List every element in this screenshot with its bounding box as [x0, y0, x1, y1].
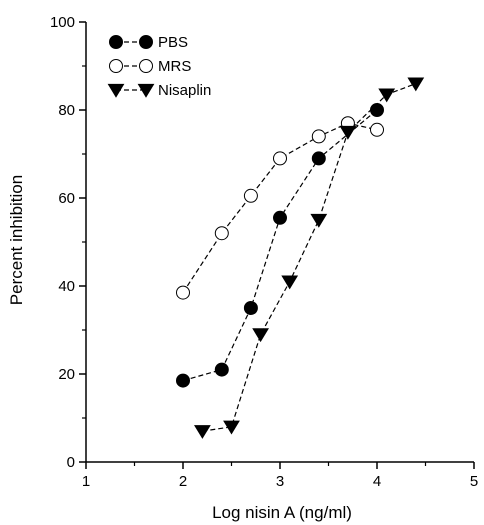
legend-marker	[107, 83, 125, 98]
legend-label-pbs: PBS	[158, 34, 188, 51]
legend-marker	[109, 35, 123, 49]
series-nisaplin	[194, 77, 425, 439]
data-point-pbs	[311, 151, 326, 166]
legend-entry-mrs: MRS	[109, 58, 191, 75]
axes: 1 2 3 4 5 0 20 40 60 80 100	[50, 14, 478, 490]
data-point-nisaplin	[339, 125, 357, 140]
legend-entry-nisaplin: Nisaplin	[107, 82, 211, 99]
data-point-pbs	[273, 210, 287, 225]
series-line-mrs	[182, 122, 378, 293]
legend-label-nisaplin: Nisaplin	[158, 82, 211, 99]
x-tick-label: 3	[276, 473, 284, 490]
series-line-pbs	[182, 109, 378, 382]
series-layer	[176, 77, 425, 439]
data-point-nisaplin	[223, 420, 240, 435]
y-tick-label: 0	[67, 454, 75, 471]
legend-marker	[137, 83, 155, 98]
y-axis-label: Percent inhibition	[7, 175, 26, 305]
data-point-nisaplin	[310, 213, 328, 228]
legend-marker	[139, 59, 153, 73]
legend-label-mrs: MRS	[158, 58, 191, 75]
data-point-mrs	[273, 151, 287, 166]
y-tick-label: 60	[58, 190, 75, 207]
y-tick-label: 100	[50, 14, 75, 31]
legend-marker	[109, 59, 123, 73]
data-point-pbs	[243, 301, 258, 315]
y-tick-label: 20	[58, 366, 75, 383]
data-point-mrs	[243, 188, 258, 203]
data-point-nisaplin	[194, 425, 211, 439]
data-point-nisaplin	[252, 328, 269, 343]
data-point-pbs	[214, 362, 229, 377]
legend: PBS MRS Nisaplin	[107, 34, 211, 99]
series-mrs	[176, 116, 384, 300]
data-point-mrs	[214, 226, 229, 241]
y-tick-label: 80	[58, 102, 75, 119]
data-point-nisaplin	[378, 88, 396, 103]
series-pbs	[176, 103, 384, 388]
data-point-pbs	[370, 103, 384, 117]
data-point-mrs	[311, 129, 326, 144]
data-point-mrs	[176, 285, 190, 300]
legend-entry-pbs: PBS	[109, 34, 188, 51]
series-line-nisaplin	[202, 83, 417, 432]
x-axis-label: Log nisin A (ng/ml)	[212, 503, 352, 522]
data-point-nisaplin	[281, 275, 299, 290]
x-tick-label: 5	[470, 473, 478, 490]
data-point-nisaplin	[407, 77, 425, 92]
data-point-mrs	[370, 122, 384, 137]
x-tick-label: 4	[373, 473, 381, 490]
legend-marker	[139, 35, 153, 49]
x-tick-label: 2	[179, 473, 187, 490]
x-tick-label: 1	[82, 473, 90, 490]
data-point-pbs	[176, 373, 190, 388]
y-tick-label: 40	[58, 278, 75, 295]
